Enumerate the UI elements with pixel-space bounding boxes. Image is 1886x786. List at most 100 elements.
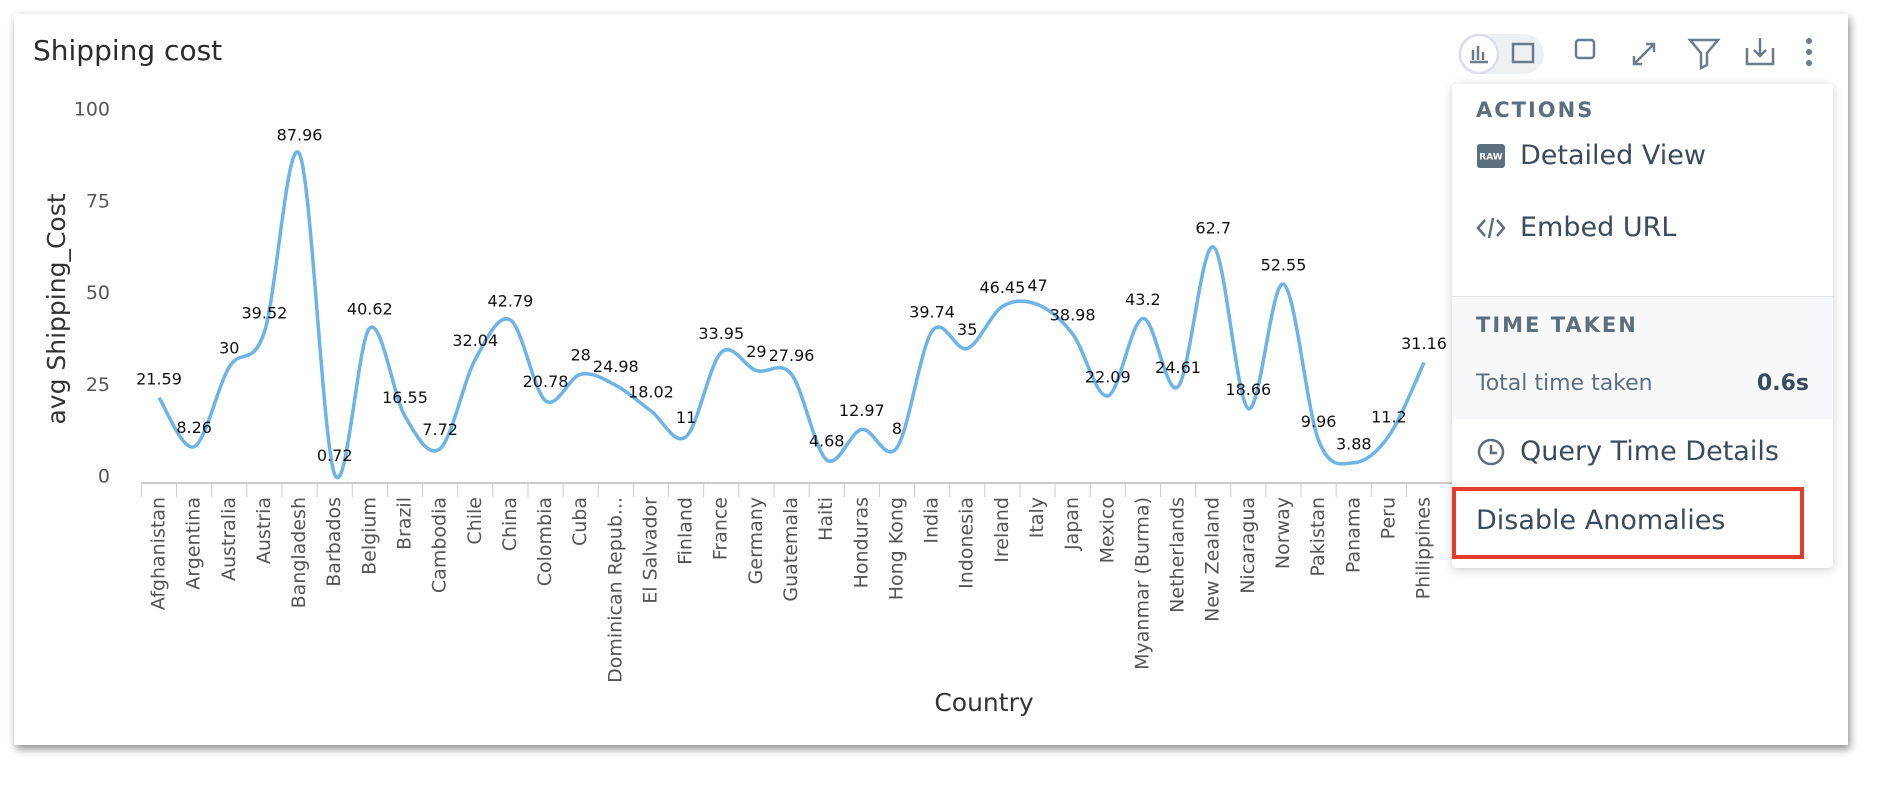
actions-menu: ACTIONS RAW Detailed View Embed URL TIME…	[1452, 84, 1833, 568]
x-tick-label: El Salvador	[639, 497, 661, 604]
x-tick-label: Cambodia	[429, 497, 451, 593]
more-icon[interactable]	[1806, 38, 1812, 66]
x-tick-label: Dominican Repub...	[604, 497, 626, 683]
chart-title: Shipping cost	[33, 34, 222, 67]
x-tick-label: Peru	[1377, 497, 1399, 539]
data-label: 40.62	[347, 299, 393, 318]
data-label: 29	[746, 342, 766, 361]
x-tick-label: Argentina	[183, 497, 205, 590]
time-value: 0.6s	[1756, 371, 1809, 396]
bar-icon	[1470, 46, 1488, 64]
data-label: 8	[892, 419, 902, 438]
data-label: 8.26	[176, 418, 212, 437]
data-label: 7.72	[422, 420, 458, 439]
x-tick-label: Belgium	[358, 497, 380, 575]
x-tick-label: Bangladesh	[288, 497, 310, 608]
data-label: 52.55	[1261, 256, 1307, 275]
data-label: 4.68	[809, 431, 845, 450]
x-tick-label: Afghanistan	[148, 497, 170, 610]
data-label: 39.52	[242, 303, 288, 322]
x-tick-label: Australia	[218, 497, 240, 581]
toolbar	[1458, 33, 1812, 75]
x-tick-label: Ireland	[991, 497, 1013, 563]
time-section: TIME TAKEN Total time taken 0.6s	[1452, 296, 1833, 419]
data-label: 3.88	[1336, 434, 1372, 453]
data-label: 43.2	[1125, 290, 1161, 309]
data-label: 39.74	[909, 303, 955, 322]
data-label: 0.72	[317, 446, 353, 465]
menu-label: Embed URL	[1520, 212, 1677, 243]
download-icon[interactable]	[1745, 38, 1775, 66]
x-tick-label: France	[710, 497, 732, 560]
data-label: 35	[957, 320, 977, 339]
data-label: 62.7	[1195, 218, 1231, 237]
data-label: 87.96	[277, 126, 323, 145]
data-label: 11	[676, 408, 696, 427]
data-label: 28	[571, 346, 591, 365]
data-label: 47	[1027, 276, 1047, 295]
data-label: 38.98	[1050, 305, 1096, 324]
x-tick-label: Finland	[675, 497, 697, 565]
raw-icon: RAW	[1477, 143, 1505, 168]
x-tick-label: Hong Kong	[885, 497, 907, 600]
code-icon	[1476, 217, 1506, 238]
menu-label: Detailed View	[1520, 140, 1706, 171]
y-tick-label: 25	[86, 374, 110, 396]
clock-icon	[1477, 438, 1505, 465]
svg-text:RAW: RAW	[1479, 152, 1502, 162]
menu-item[interactable]: Disable Anomalies	[1476, 505, 1725, 536]
x-tick-label: Myanmar (Burma)	[1131, 497, 1153, 670]
x-tick-label: Chile	[464, 497, 486, 545]
x-tick-label: Guatemala	[780, 497, 802, 602]
data-label: 24.98	[593, 357, 639, 376]
menu-item[interactable]: Query Time Details	[1476, 436, 1779, 467]
x-axis-label: Country	[934, 688, 1034, 717]
data-label: 20.78	[523, 372, 569, 391]
table-icon[interactable]	[1511, 42, 1535, 64]
x-tick-label: Netherlands	[1167, 497, 1189, 613]
menu-item[interactable]: Embed URL	[1476, 212, 1676, 243]
x-tick-label: Nicaragua	[1237, 497, 1259, 594]
section-heading: ACTIONS	[1476, 98, 1595, 122]
chart: Shipping cost Country avg Shipping_Cost …	[33, 33, 1812, 717]
data-label: 30	[219, 338, 239, 357]
data-label: 21.59	[136, 369, 182, 388]
y-tick-label: 0	[98, 466, 110, 488]
data-label: 18.02	[628, 382, 674, 401]
copy-icon[interactable]	[1574, 38, 1596, 60]
data-label: 16.55	[382, 388, 428, 407]
x-tick-label: Philippines	[1413, 497, 1435, 599]
x-tick-label: China	[499, 497, 521, 551]
x-tick-label: Cuba	[569, 497, 591, 546]
x-tick-label: Germany	[745, 497, 767, 584]
data-label: 12.97	[839, 401, 885, 420]
y-tick-label: 75	[86, 190, 110, 212]
x-tick-label: Japan	[1061, 497, 1083, 551]
data-label: 32.04	[452, 331, 498, 350]
filter-icon[interactable]	[1687, 38, 1721, 71]
menu-label: Query Time Details	[1520, 436, 1779, 467]
x-tick-label: Barbados	[323, 497, 345, 587]
x-tick-label: Pakistan	[1307, 497, 1329, 577]
data-label: 9.96	[1301, 412, 1337, 431]
section-heading: TIME TAKEN	[1476, 313, 1638, 337]
expand-icon[interactable]	[1632, 42, 1656, 66]
menu-label: Disable Anomalies	[1476, 505, 1726, 536]
menu-item[interactable]: RAW Detailed View	[1476, 140, 1706, 171]
y-axis-label: avg Shipping_Cost	[42, 193, 71, 424]
data-label: 18.66	[1225, 380, 1271, 399]
x-tick-label: Panama	[1342, 497, 1364, 573]
x-tick-label: Austria	[253, 497, 275, 564]
y-tick-label: 50	[86, 282, 110, 304]
line	[157, 150, 1426, 480]
data-label: 33.95	[698, 324, 744, 343]
x-tick-label: India	[921, 497, 943, 544]
x-tick-label: Colombia	[534, 497, 556, 586]
data-label: 27.96	[769, 346, 815, 365]
data-label: 31.16	[1401, 334, 1447, 353]
highlight-box	[1452, 487, 1804, 559]
data-label: 42.79	[487, 291, 533, 310]
x-tick-label: Italy	[1026, 497, 1048, 538]
x-tick-label: Honduras	[850, 497, 872, 588]
x-tick-label: Haiti	[815, 497, 837, 541]
